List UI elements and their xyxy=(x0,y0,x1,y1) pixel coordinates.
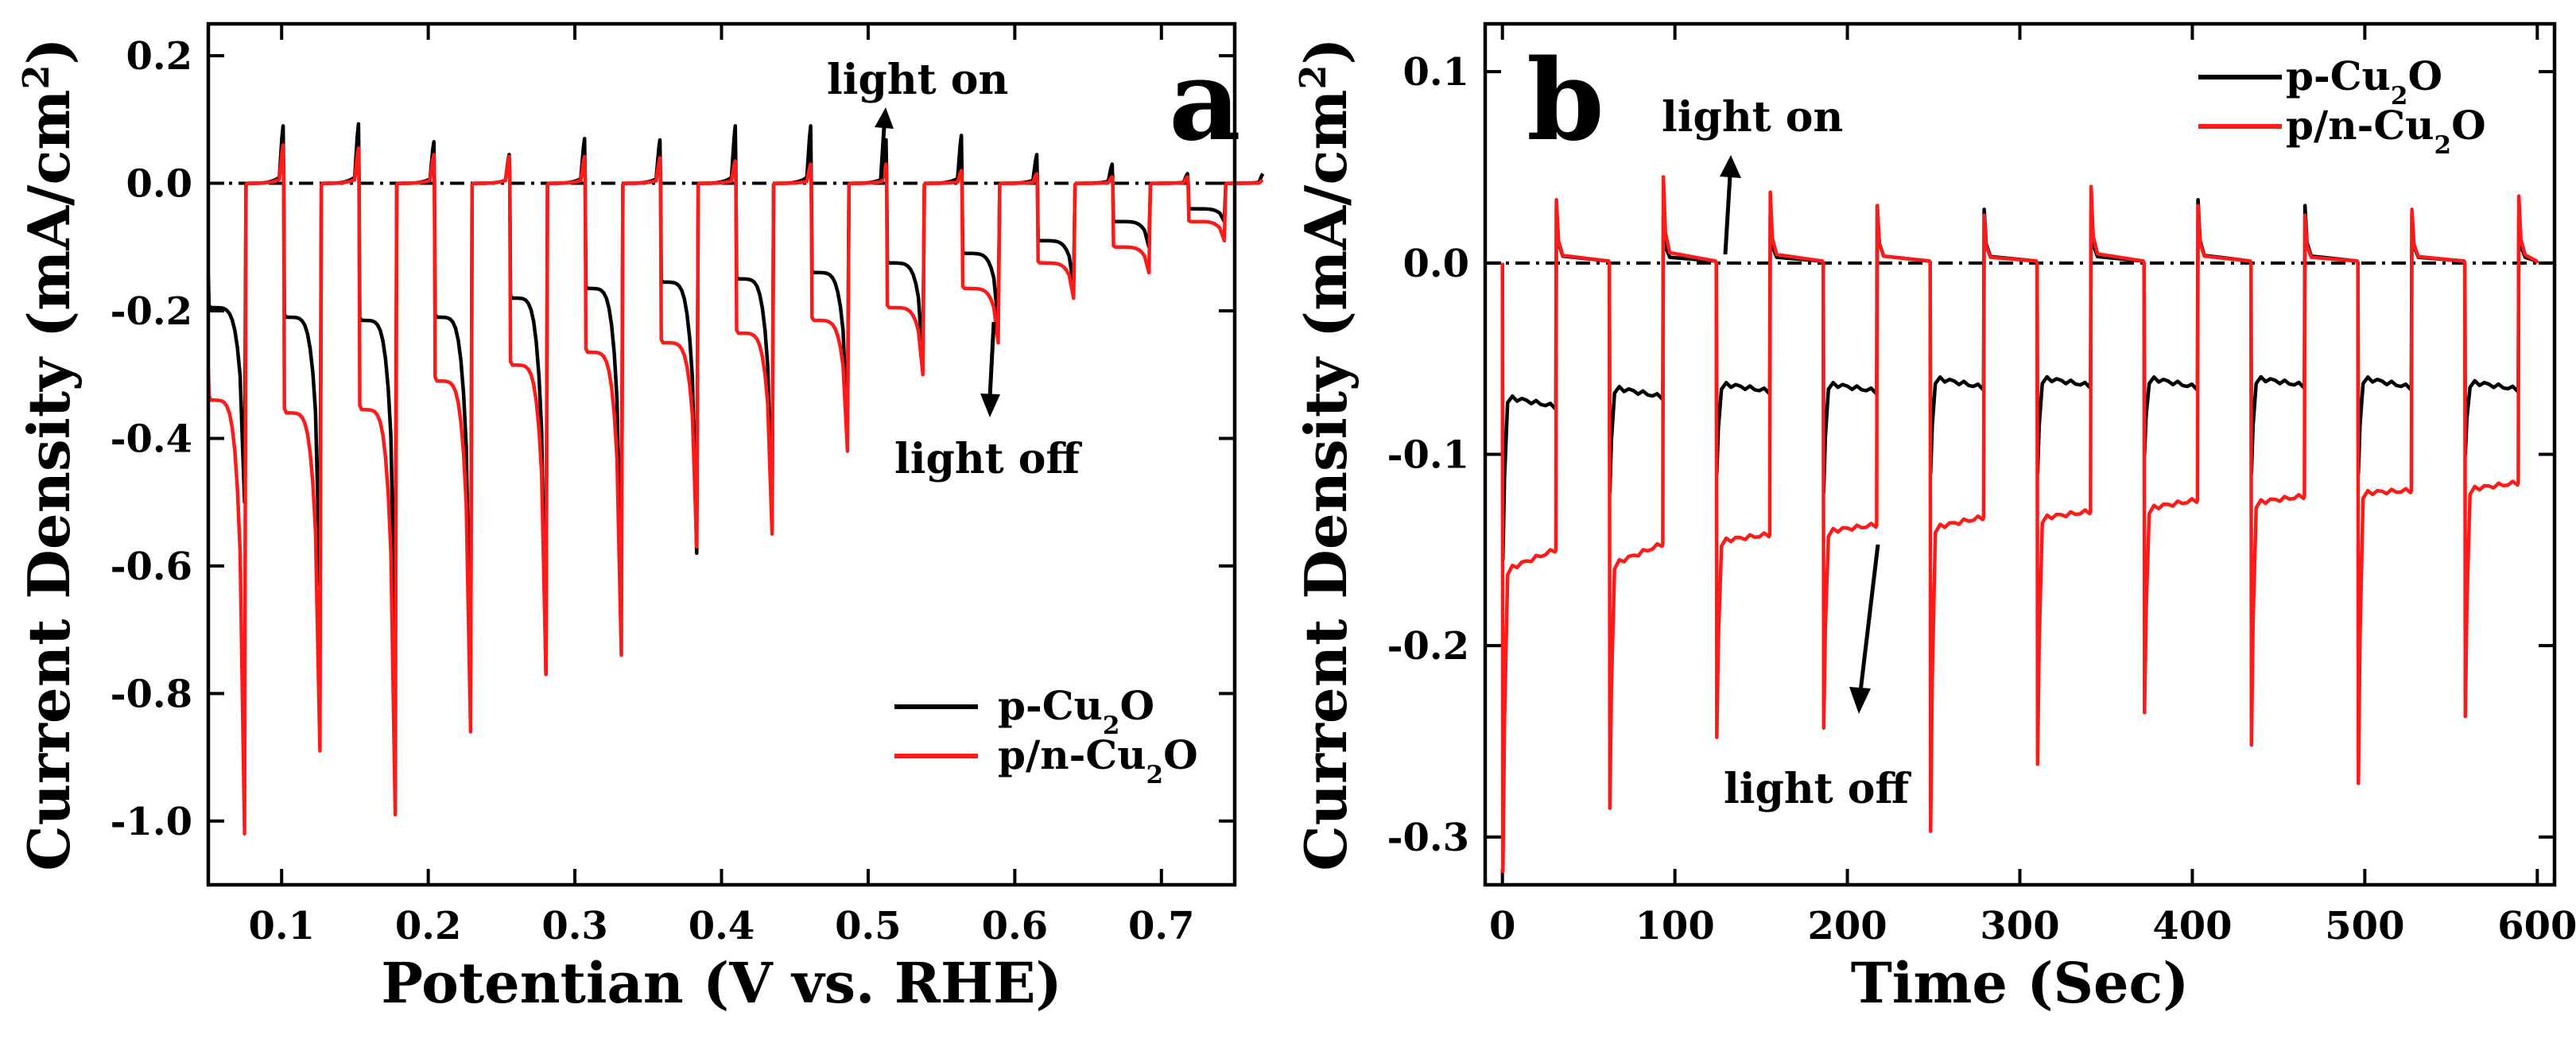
x-tick-label: 400 xyxy=(2152,904,2232,948)
annotation-light-on: light on xyxy=(1662,93,1843,142)
x-tick-label: 500 xyxy=(2325,904,2404,948)
arrowhead-light-off xyxy=(980,394,1000,417)
y-tick-label: 0.1 xyxy=(1402,50,1469,95)
arrowhead-light-on xyxy=(1720,155,1741,178)
legend-label: p/n-Cu2O xyxy=(2286,102,2486,160)
panel-a: 0.1 0.2 0.3 0.4 0.5 0.6 0.7 0.2 0.0 -0.2 -0.4 -0.6 -… xyxy=(15,21,1265,1016)
series-line-pn-cu2o xyxy=(1500,175,2539,874)
legend-label: p-Cu2O xyxy=(2286,52,2442,111)
plot-frame xyxy=(206,21,1237,887)
series-line-p-cu2o xyxy=(1500,198,2539,562)
arrowhead-light-off xyxy=(1849,687,1871,714)
y-tick-label: 0.0 xyxy=(126,162,192,207)
y-tick-label: -0.2 xyxy=(1387,624,1469,669)
x-tick-label: 0.6 xyxy=(982,904,1049,948)
panel-b: 0 100 200 300 400 500 600 0.1 0.0 -0.1 -0.2 -0.3 Tim… xyxy=(1292,21,2576,1016)
x-tick-label: 0.3 xyxy=(541,904,608,948)
y-tick-label: -1.0 xyxy=(111,800,192,844)
x-tick-label: 0.1 xyxy=(248,904,315,948)
panel-letter: a xyxy=(1169,36,1241,166)
x-tick-label: 0.2 xyxy=(395,904,462,948)
x-axis-label: Potentian (V vs. RHE) xyxy=(381,950,1061,1016)
arrowhead-light-on xyxy=(875,107,894,129)
y-tick-label: 0.0 xyxy=(1402,242,1469,286)
x-tick-label: 200 xyxy=(1807,904,1887,948)
x-tick-label: 300 xyxy=(1980,904,2059,948)
y-tick-label: -0.8 xyxy=(111,672,192,716)
annotation-light-on: light on xyxy=(827,56,1008,104)
x-tick-label: 0.4 xyxy=(689,904,755,948)
annotation-light-off: light off xyxy=(1724,765,1911,813)
panel-letter: b xyxy=(1527,36,1604,166)
x-tick-label: 100 xyxy=(1635,904,1715,948)
y-tick-label: -0.1 xyxy=(1387,433,1469,478)
series-line-pn-cu2o xyxy=(206,143,1264,836)
y-tick-label: 0.2 xyxy=(126,34,192,79)
legend-label: p/n-Cu2O xyxy=(998,731,1198,789)
x-tick-label: 0 xyxy=(1489,904,1515,948)
legend-label: p-Cu2O xyxy=(998,682,1154,740)
y-tick-label: -0.3 xyxy=(1387,816,1469,860)
annotation-light-off: light off xyxy=(894,435,1082,483)
arrow-light-on xyxy=(879,126,886,180)
arrow-light-off xyxy=(987,321,996,398)
x-axis-label: Time (Sec) xyxy=(1851,950,2190,1016)
arrow-light-on xyxy=(1723,174,1732,255)
y-tick-label: -0.6 xyxy=(111,545,192,589)
plot-frame xyxy=(1483,21,2557,887)
x-tick-label: 0.7 xyxy=(1128,904,1195,948)
y-axis-label: Current Density (mA/cm2) xyxy=(15,37,83,871)
y-tick-label: -0.2 xyxy=(111,289,192,334)
arrow-light-off xyxy=(1858,544,1880,692)
y-tick-label: -0.4 xyxy=(111,417,192,461)
x-tick-label: 0.5 xyxy=(835,904,902,948)
y-axis-label: Current Density (mA/cm2) xyxy=(1292,37,1360,871)
x-tick-label: 600 xyxy=(2497,904,2576,948)
